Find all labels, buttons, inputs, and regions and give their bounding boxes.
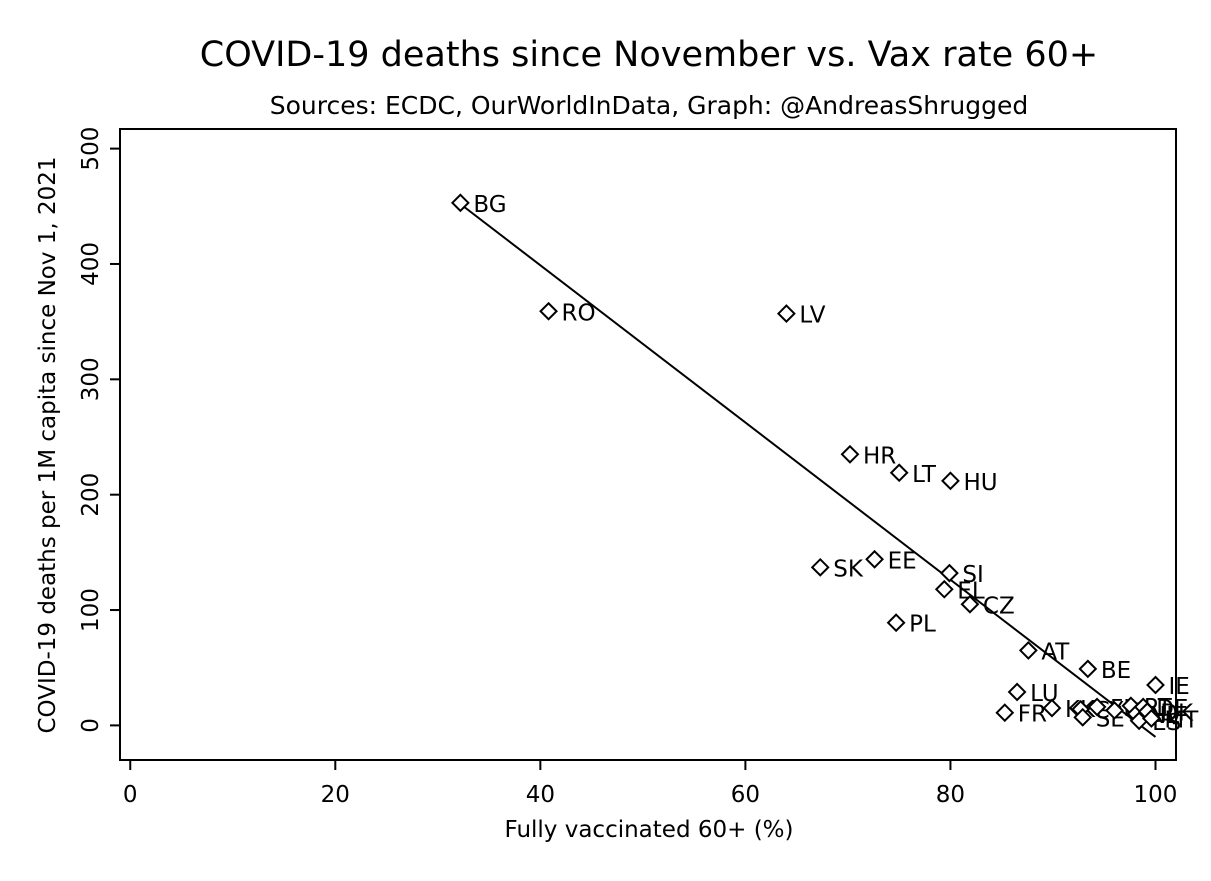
point-label: LV (799, 303, 825, 329)
chart-subtitle: Sources: ECDC, OurWorldInData, Graph: @A… (270, 91, 1029, 120)
point-label: BE (1101, 658, 1131, 684)
diamond-marker (840, 444, 860, 464)
diamond-marker (1042, 698, 1062, 718)
diamond-marker (995, 703, 1015, 723)
point-label: LT (912, 462, 937, 488)
x-axis-ticks: 0 20 40 60 80 100 (123, 760, 1178, 808)
diamond-marker (1007, 682, 1027, 702)
point-label: PL (909, 612, 936, 638)
data-point-hr: HR (840, 443, 896, 469)
y-tick-label: 400 (78, 242, 104, 286)
diamond-marker (1018, 640, 1038, 660)
data-point-lv: LV (776, 303, 826, 329)
diamond-marker (1073, 707, 1093, 727)
data-point-dk: DK (1137, 701, 1194, 727)
plot-area-frame (119, 128, 1177, 761)
y-tick-label: 500 (78, 127, 104, 171)
diamond-marker (1141, 709, 1161, 728)
x-tick-label: 40 (526, 782, 555, 808)
data-point-sk: SK (810, 556, 864, 582)
data-point-at: AT (1018, 639, 1070, 665)
diamond-marker (934, 579, 954, 599)
point-label: SK (833, 556, 864, 582)
diamond-marker (1105, 700, 1124, 720)
diamond-marker (1087, 697, 1107, 717)
data-point-lt: LT (889, 462, 937, 488)
diamond-marker (539, 301, 558, 321)
data-point-ro: RO (539, 300, 596, 326)
point-label: AT (1041, 639, 1070, 665)
data-point-ee: EE (865, 548, 917, 574)
diamond-marker (1078, 659, 1098, 679)
point-label: MT (1164, 707, 1199, 733)
point-label: FR (1018, 702, 1047, 728)
point-label: RO (562, 300, 596, 326)
point-label: CZ (983, 593, 1015, 619)
trend-line (459, 203, 1157, 738)
chart-title: COVID-19 deaths since November vs. Vax r… (200, 35, 1098, 75)
data-point-ie: IE (1146, 674, 1190, 700)
point-label: BG (473, 192, 506, 218)
trend-line-layer (459, 203, 1157, 738)
data-points-layer: BGROLVHRLTHUSKEESIELCZPLATBEIELUFRKKCYSE… (450, 192, 1199, 736)
y-tick-label: 0 (78, 718, 104, 733)
point-label: EE (888, 548, 917, 574)
y-tick-label: 200 (78, 473, 104, 517)
diamond-marker (450, 193, 470, 213)
diamond-marker (889, 463, 909, 483)
point-label: DK (1160, 701, 1194, 727)
y-tick-label: 300 (78, 357, 104, 401)
point-label: ES (1152, 710, 1181, 736)
diamond-marker (940, 563, 959, 583)
data-point-fr: FR (995, 702, 1047, 728)
diamond-marker (865, 549, 884, 569)
diamond-marker (810, 557, 830, 577)
data-point-mt: MT (1141, 707, 1199, 733)
point-label: HR (863, 443, 896, 469)
x-tick-label: 0 (123, 782, 138, 808)
data-point-hu: HU (941, 470, 998, 496)
data-point-pl: PL (886, 612, 936, 638)
diamond-marker (960, 594, 980, 614)
x-tick-label: 20 (321, 782, 350, 808)
y-tick-label: 100 (78, 588, 104, 632)
x-tick-label: 100 (1134, 782, 1178, 808)
data-point-bg: BG (450, 192, 507, 218)
diamond-marker (941, 471, 960, 491)
point-label: HU (963, 470, 997, 496)
data-point-cz: CZ (960, 593, 1015, 619)
y-axis-ticks: 0 100 200 300 400 500 (78, 127, 120, 733)
data-point-el: EL (934, 578, 985, 604)
point-label: DE (1156, 696, 1188, 722)
y-axis-label: COVID-19 deaths per 1M capita since Nov … (35, 156, 61, 733)
point-label: IE (1168, 674, 1189, 700)
x-tick-label: 80 (936, 782, 965, 808)
diamond-marker (886, 613, 906, 633)
diamond-marker (1146, 675, 1165, 695)
data-point-be: BE (1078, 658, 1131, 684)
diamond-marker (776, 304, 796, 323)
point-label: SI (962, 562, 983, 588)
data-point-si: SI (940, 562, 984, 588)
x-tick-label: 60 (731, 782, 760, 808)
x-axis-label: Fully vaccinated 60+ (%) (504, 817, 793, 843)
